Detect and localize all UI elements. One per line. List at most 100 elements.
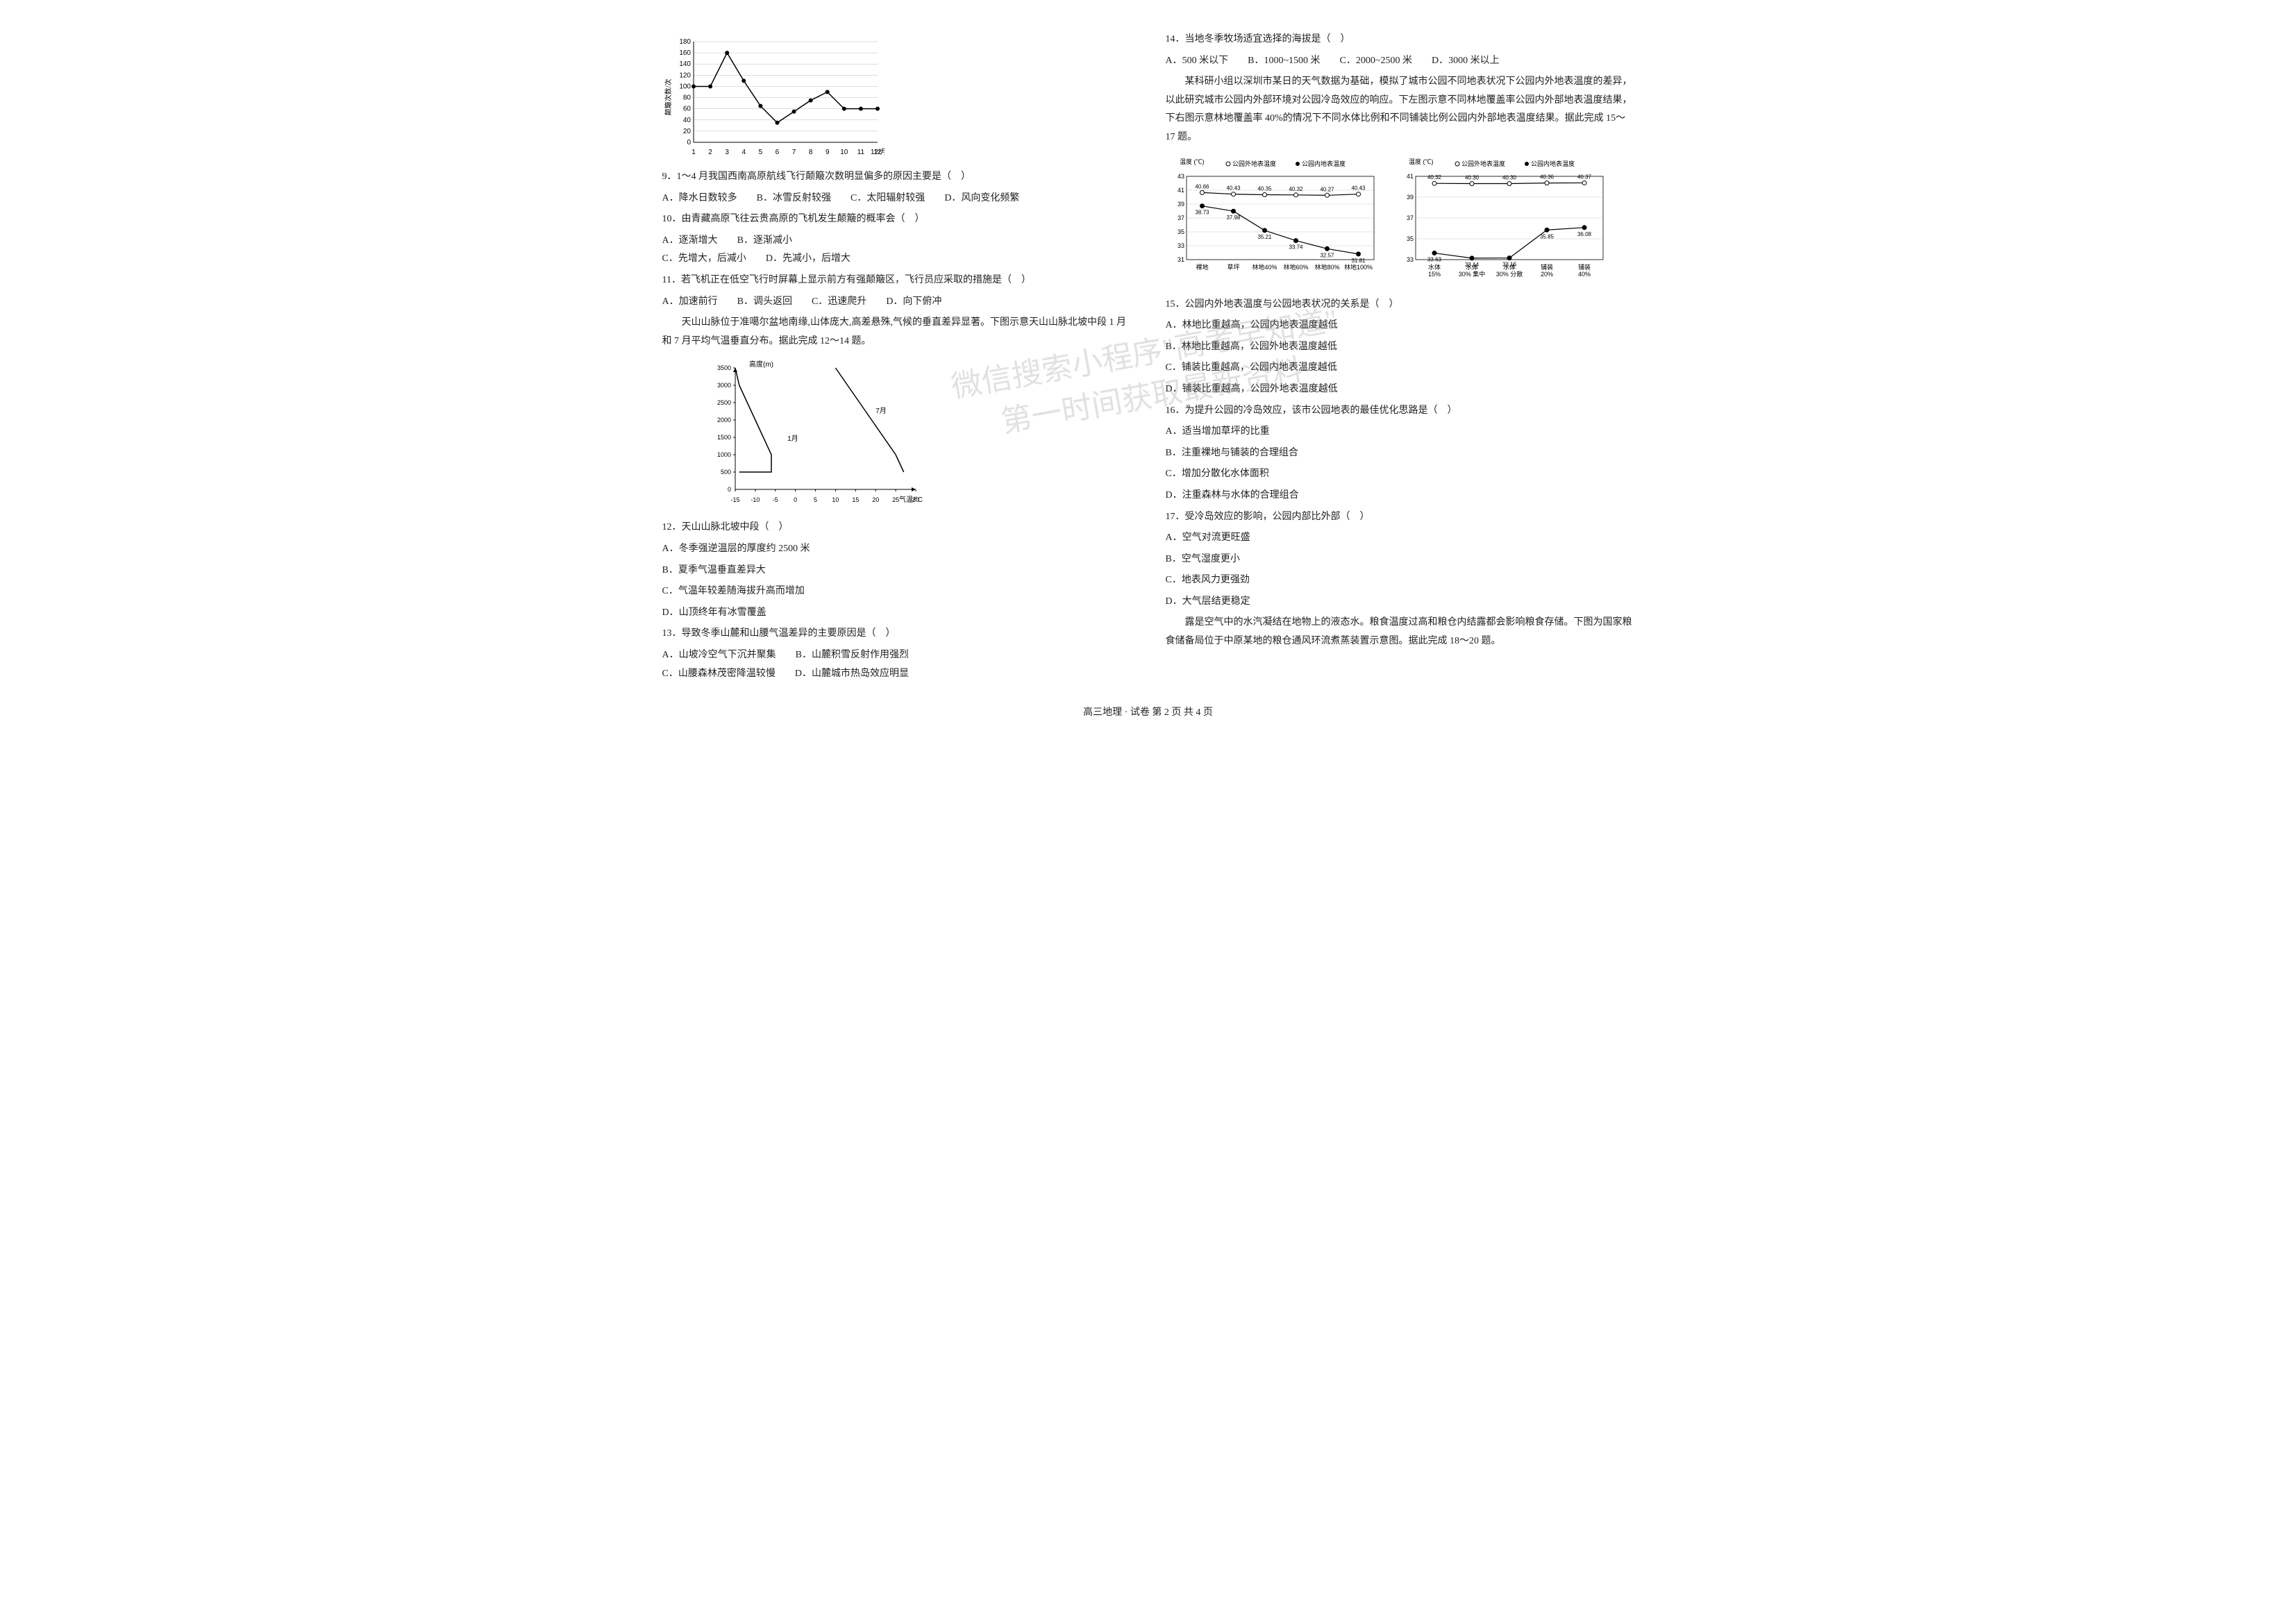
q15-opt-d: D．铺装比重越高，公园外地表温度越低 — [1166, 380, 1634, 399]
svg-text:39: 39 — [1177, 201, 1184, 208]
svg-text:0: 0 — [727, 486, 730, 493]
q13-options-1: A．山坡冷空气下沉并聚集 B．山麓积雪反射作用强烈 — [662, 646, 1131, 665]
svg-text:100: 100 — [679, 83, 691, 90]
svg-text:公园内地表温度: 公园内地表温度 — [1302, 160, 1346, 167]
svg-text:林地60%: 林地60% — [1283, 263, 1308, 271]
svg-text:33: 33 — [1406, 256, 1413, 263]
svg-text:37.98: 37.98 — [1226, 215, 1241, 221]
q14-options: A．500 米以下 B．1000~1500 米 C．2000~2500 米 D．… — [1166, 52, 1634, 71]
chart-1-turbulence: 0204060801001201401601801234567891011121… — [662, 35, 1131, 160]
svg-text:-15: -15 — [730, 496, 739, 503]
svg-text:37: 37 — [1406, 215, 1413, 221]
chart-3-right: 3335373941温度 (℃)公园外地表温度公园内地表温度40.3240.30… — [1395, 155, 1610, 287]
q16-opt-b: B．注重裸地与铺装的合理组合 — [1166, 444, 1634, 463]
svg-text:40%: 40% — [1577, 271, 1590, 278]
svg-text:温度 (℃): 温度 (℃) — [1409, 158, 1434, 165]
svg-text:40.30: 40.30 — [1502, 174, 1516, 180]
passage-18-20: 露是空气中的水汽凝结在地物上的液态水。粮食温度过高和粮仓内结露都会影响粮食存储。… — [1166, 614, 1634, 650]
svg-text:2: 2 — [708, 149, 712, 156]
q17-opt-c: C．地表风力更强劲 — [1166, 571, 1634, 590]
svg-text:公园外地表温度: 公园外地表温度 — [1232, 160, 1276, 167]
q11-opt-a: A．加速前行 — [662, 293, 718, 312]
q14-opt-c: C．2000~2500 米 — [1340, 52, 1412, 71]
svg-text:30% 分散: 30% 分散 — [1495, 270, 1523, 278]
svg-text:15: 15 — [852, 496, 859, 503]
svg-text:5: 5 — [758, 149, 762, 156]
svg-text:11: 11 — [857, 149, 864, 156]
q12-opt-d: D．山顶终年有冰雪覆盖 — [662, 604, 1131, 623]
q10-opt-d: D．先减小，后增大 — [766, 250, 850, 269]
svg-text:80: 80 — [682, 94, 691, 102]
svg-text:-5: -5 — [772, 496, 778, 503]
q9-text: 9．1～4 月我国西南高原航线飞行颠簸次数明显偏多的原因主要是（ ） — [662, 168, 1131, 187]
svg-text:37: 37 — [1177, 215, 1184, 221]
q12-opt-b: B．夏季气温垂直差异大 — [662, 562, 1131, 580]
svg-text:33: 33 — [1177, 242, 1184, 249]
q9-opt-c: C．太阳辐射较强 — [850, 190, 925, 208]
svg-text:31.81: 31.81 — [1351, 257, 1366, 263]
svg-text:0: 0 — [794, 496, 797, 503]
svg-text:120: 120 — [679, 72, 691, 79]
q11-opt-c: C．迅速爬升 — [812, 293, 866, 312]
svg-text:40.32: 40.32 — [1289, 185, 1303, 192]
svg-text:31: 31 — [1177, 256, 1184, 263]
svg-text:水体: 水体 — [1502, 263, 1515, 271]
q13-opt-d: D．山麓城市热岛效应明显 — [795, 665, 909, 684]
svg-text:40.66: 40.66 — [1195, 183, 1209, 190]
svg-text:温度 (℃): 温度 (℃) — [1180, 158, 1205, 165]
q13-opt-a: A．山坡冷空气下沉并聚集 — [662, 646, 776, 665]
q9-opt-a: A．降水日数较多 — [662, 190, 737, 208]
passage-15-17: 某科研小组以深圳市某日的天气数据为基础，模拟了城市公园不同地表状况下公园内外地表… — [1166, 73, 1634, 146]
svg-text:2500: 2500 — [717, 399, 730, 406]
svg-text:林地100%: 林地100% — [1343, 263, 1372, 271]
svg-text:水体: 水体 — [1427, 263, 1440, 271]
svg-text:40.35: 40.35 — [1257, 185, 1272, 192]
q11-opt-b: B．调头返回 — [737, 293, 792, 312]
svg-text:12/月: 12/月 — [871, 148, 885, 156]
q11-opt-d: D．向下俯冲 — [886, 293, 941, 312]
q11-text: 11．若飞机正在低空飞行时屏幕上显示前方有强颠簸区，飞行员应采取的措施是（ ） — [662, 271, 1131, 290]
svg-text:40.30: 40.30 — [1464, 174, 1479, 180]
svg-text:140: 140 — [679, 60, 691, 68]
q10-options: A．逐渐增大 B．逐渐减小 — [662, 232, 1131, 251]
svg-text:33.63: 33.63 — [1427, 256, 1441, 262]
chart-2-tianshan: -15-10-505101520253050010001500200025003… — [704, 358, 1131, 510]
svg-text:高度(m): 高度(m) — [749, 360, 773, 369]
svg-text:2000: 2000 — [717, 417, 730, 423]
svg-text:铺装: 铺装 — [1540, 263, 1552, 271]
svg-text:5: 5 — [814, 496, 817, 503]
svg-text:林地80%: 林地80% — [1314, 263, 1339, 271]
svg-text:40.27: 40.27 — [1320, 186, 1334, 192]
q10-opt-c: C．先增大，后减小 — [662, 250, 746, 269]
svg-text:4: 4 — [741, 149, 746, 156]
q15-opt-c: C．铺装比重越高，公园内地表温度越低 — [1166, 359, 1634, 378]
svg-text:6: 6 — [775, 149, 779, 156]
svg-text:3000: 3000 — [717, 382, 730, 389]
svg-text:1000: 1000 — [717, 451, 730, 458]
q16-opt-d: D．注重森林与水体的合理组合 — [1166, 487, 1634, 505]
q9-opt-b: B．冰雪反射较强 — [757, 190, 831, 208]
svg-text:35.85: 35.85 — [1539, 233, 1554, 239]
q13-opt-b: B．山麓积雪反射作用强烈 — [796, 646, 909, 665]
svg-text:9: 9 — [825, 149, 829, 156]
q14-text: 14．当地冬季牧场适宜选择的海拔是（ ） — [1166, 31, 1634, 49]
svg-text:-10: -10 — [751, 496, 760, 503]
q14-opt-b: B．1000~1500 米 — [1248, 52, 1320, 71]
svg-text:公园外地表温度: 公园外地表温度 — [1461, 160, 1505, 167]
svg-text:公园内地表温度: 公园内地表温度 — [1531, 160, 1575, 167]
svg-text:1: 1 — [692, 149, 696, 156]
q14-opt-d: D．3000 米以上 — [1432, 52, 1500, 71]
svg-text:40.32: 40.32 — [1427, 174, 1441, 180]
q17-opt-b: B．空气湿度更小 — [1166, 550, 1634, 569]
svg-text:41: 41 — [1177, 187, 1184, 194]
q12-opt-a: A．冬季强逆温层的厚度约 2500 米 — [662, 540, 1131, 559]
svg-text:1月: 1月 — [787, 435, 798, 443]
svg-text:35.21: 35.21 — [1257, 233, 1272, 239]
svg-text:3500: 3500 — [717, 364, 730, 371]
svg-text:草坪: 草坪 — [1227, 263, 1239, 271]
svg-text:35: 35 — [1406, 235, 1413, 242]
q16-text: 16．为提升公园的冷岛效应，该市公园地表的最佳优化思路是（ ） — [1166, 402, 1634, 421]
q10-opt-b: B．逐渐减小 — [737, 232, 792, 251]
svg-text:41: 41 — [1406, 173, 1413, 180]
svg-text:铺装: 铺装 — [1577, 263, 1590, 271]
